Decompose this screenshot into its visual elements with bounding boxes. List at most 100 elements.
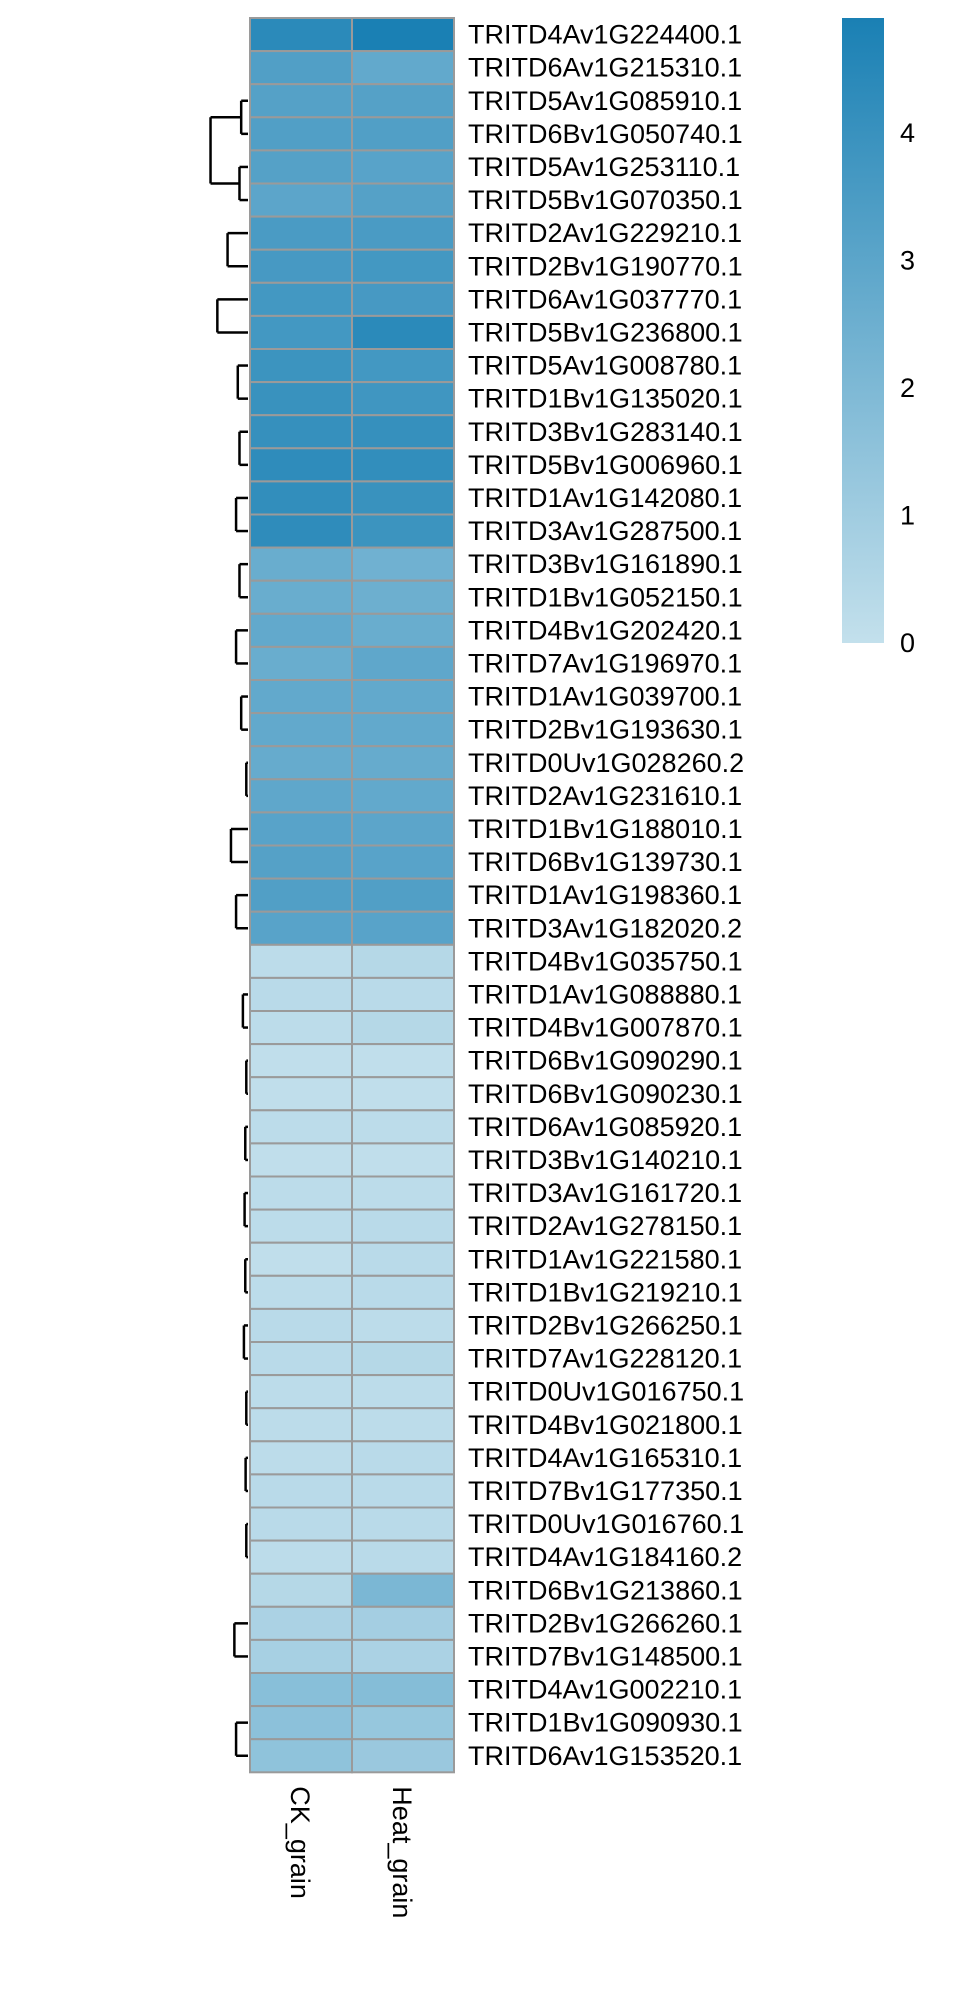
heatmap-cell (249, 1109, 353, 1145)
heatmap-cell (249, 712, 353, 748)
heatmap-cell (249, 1307, 353, 1344)
row-label: TRITD6Bv1G090230.1 (468, 1079, 743, 1109)
heatmap-cell (249, 1208, 353, 1244)
heatmap-cell (249, 745, 353, 781)
heatmap-cell (249, 1638, 353, 1675)
heatmap-cell (249, 811, 353, 847)
heatmap-cell (351, 381, 455, 417)
heatmap-cell (351, 1672, 455, 1708)
legend-tick-label: 1 (900, 500, 915, 530)
heatmap-cell (351, 50, 455, 86)
row-label: TRITD1Av1G198360.1 (468, 880, 742, 910)
heatmap-cell (249, 447, 353, 483)
row-label: TRITD1Bv1G090930.1 (468, 1708, 743, 1738)
heatmap-cell (351, 83, 455, 119)
row-label: TRITD1Bv1G219210.1 (468, 1277, 743, 1307)
heatmap-cell (249, 1341, 353, 1377)
heatmap-cell (351, 877, 455, 913)
row-label: TRITD5Av1G253110.1 (468, 152, 740, 182)
row-label: TRITD4Av1G224400.1 (468, 20, 742, 50)
heatmap-cell (249, 513, 353, 549)
row-label: TRITD6Bv1G139730.1 (468, 847, 743, 877)
heatmap-cell (351, 314, 455, 350)
row-label: TRITD5Av1G008780.1 (468, 351, 742, 381)
row-label: TRITD5Bv1G006960.1 (468, 450, 743, 480)
row-label: TRITD7Av1G196970.1 (468, 648, 742, 678)
heatmap-cell (351, 447, 455, 483)
heatmap-cell (249, 215, 353, 251)
row-label: TRITD6Bv1G213860.1 (468, 1575, 743, 1605)
heatmap-cell (249, 480, 353, 516)
heatmap-cell (351, 1705, 455, 1741)
row-label: TRITD0Uv1G028260.2 (468, 748, 744, 778)
legend-colorbar (842, 18, 884, 643)
row-label: TRITD5Av1G085910.1 (468, 86, 742, 116)
row-label: TRITD3Av1G161720.1 (468, 1178, 742, 1208)
row-label: TRITD1Av1G142080.1 (468, 483, 742, 513)
heatmap-cell (249, 910, 353, 946)
heatmap-cell (249, 149, 353, 185)
heatmap-cell (351, 348, 455, 384)
row-label: TRITD1Av1G039700.1 (468, 682, 742, 712)
heatmap-cell (249, 877, 353, 913)
row-labels: TRITD4Av1G224400.1TRITD6Av1G215310.1TRIT… (468, 20, 744, 1771)
heatmap-cell (249, 1043, 353, 1079)
row-label: TRITD0Uv1G016760.1 (468, 1509, 744, 1539)
heatmap-cell (351, 1638, 455, 1675)
heatmap-cell (351, 910, 455, 946)
heatmap-cell (351, 679, 455, 715)
heatmap-cell (249, 1010, 353, 1046)
row-label: TRITD6Bv1G050740.1 (468, 119, 743, 149)
row-label: TRITD3Bv1G161890.1 (468, 549, 743, 579)
heatmap-cell (249, 546, 353, 582)
row-label: TRITD1Bv1G052150.1 (468, 582, 743, 612)
heatmap-cell (351, 1109, 455, 1145)
heatmap-cell (249, 83, 353, 119)
heatmap-cell (351, 1605, 455, 1641)
legend-tick-label: 3 (900, 245, 915, 275)
heatmap-cell (351, 1175, 455, 1211)
row-label: TRITD7Av1G228120.1 (468, 1344, 742, 1374)
row-label: TRITD2Av1G278150.1 (468, 1211, 742, 1241)
heatmap-cell (351, 1572, 455, 1608)
heatmap-cell (351, 1738, 455, 1774)
row-label: TRITD6Bv1G090290.1 (468, 1046, 743, 1076)
heatmap-cell (249, 1142, 353, 1178)
heatmap-cell (249, 248, 353, 284)
row-label: TRITD4Av1G002210.1 (468, 1675, 742, 1705)
legend-tick-label: 4 (900, 118, 915, 148)
heatmap-cell (249, 612, 353, 648)
heatmap-cell (249, 17, 353, 53)
heatmap-cell (351, 414, 455, 450)
heatmap-cell (249, 1572, 353, 1608)
row-dendrogram (209, 99, 248, 1757)
heatmap-cell (351, 182, 455, 218)
column-labels: CK_grain Heat_grain (285, 1786, 417, 1918)
heatmap-cell (351, 745, 455, 781)
heatmap-cell (249, 1473, 353, 1509)
heatmap-cell (351, 1539, 455, 1575)
heatmap-cell (249, 778, 353, 814)
heatmap-cell (351, 1010, 455, 1046)
heatmap-cell (249, 1076, 353, 1112)
heatmap-cell (351, 149, 455, 185)
row-label: TRITD2Bv1G190770.1 (468, 251, 743, 281)
heatmap-cell (351, 1374, 455, 1410)
row-label: TRITD5Bv1G236800.1 (468, 317, 743, 347)
legend-tick-label: 2 (900, 373, 915, 403)
heatmap-cell (351, 17, 455, 53)
heatmap-cell (351, 778, 455, 814)
heatmap-cell (351, 976, 455, 1013)
heatmap-cells (249, 17, 455, 1774)
row-label: TRITD1Av1G088880.1 (468, 979, 742, 1009)
heatmap-cell (351, 248, 455, 284)
heatmap-cell (249, 1738, 353, 1774)
row-label: TRITD1Bv1G188010.1 (468, 814, 743, 844)
heatmap-cell (249, 314, 353, 350)
heatmap-cell (249, 281, 353, 317)
heatmap-cell (249, 679, 353, 715)
heatmap-cell (351, 1473, 455, 1509)
row-label: TRITD3Bv1G283140.1 (468, 417, 743, 447)
heatmap-cell (351, 1307, 455, 1344)
